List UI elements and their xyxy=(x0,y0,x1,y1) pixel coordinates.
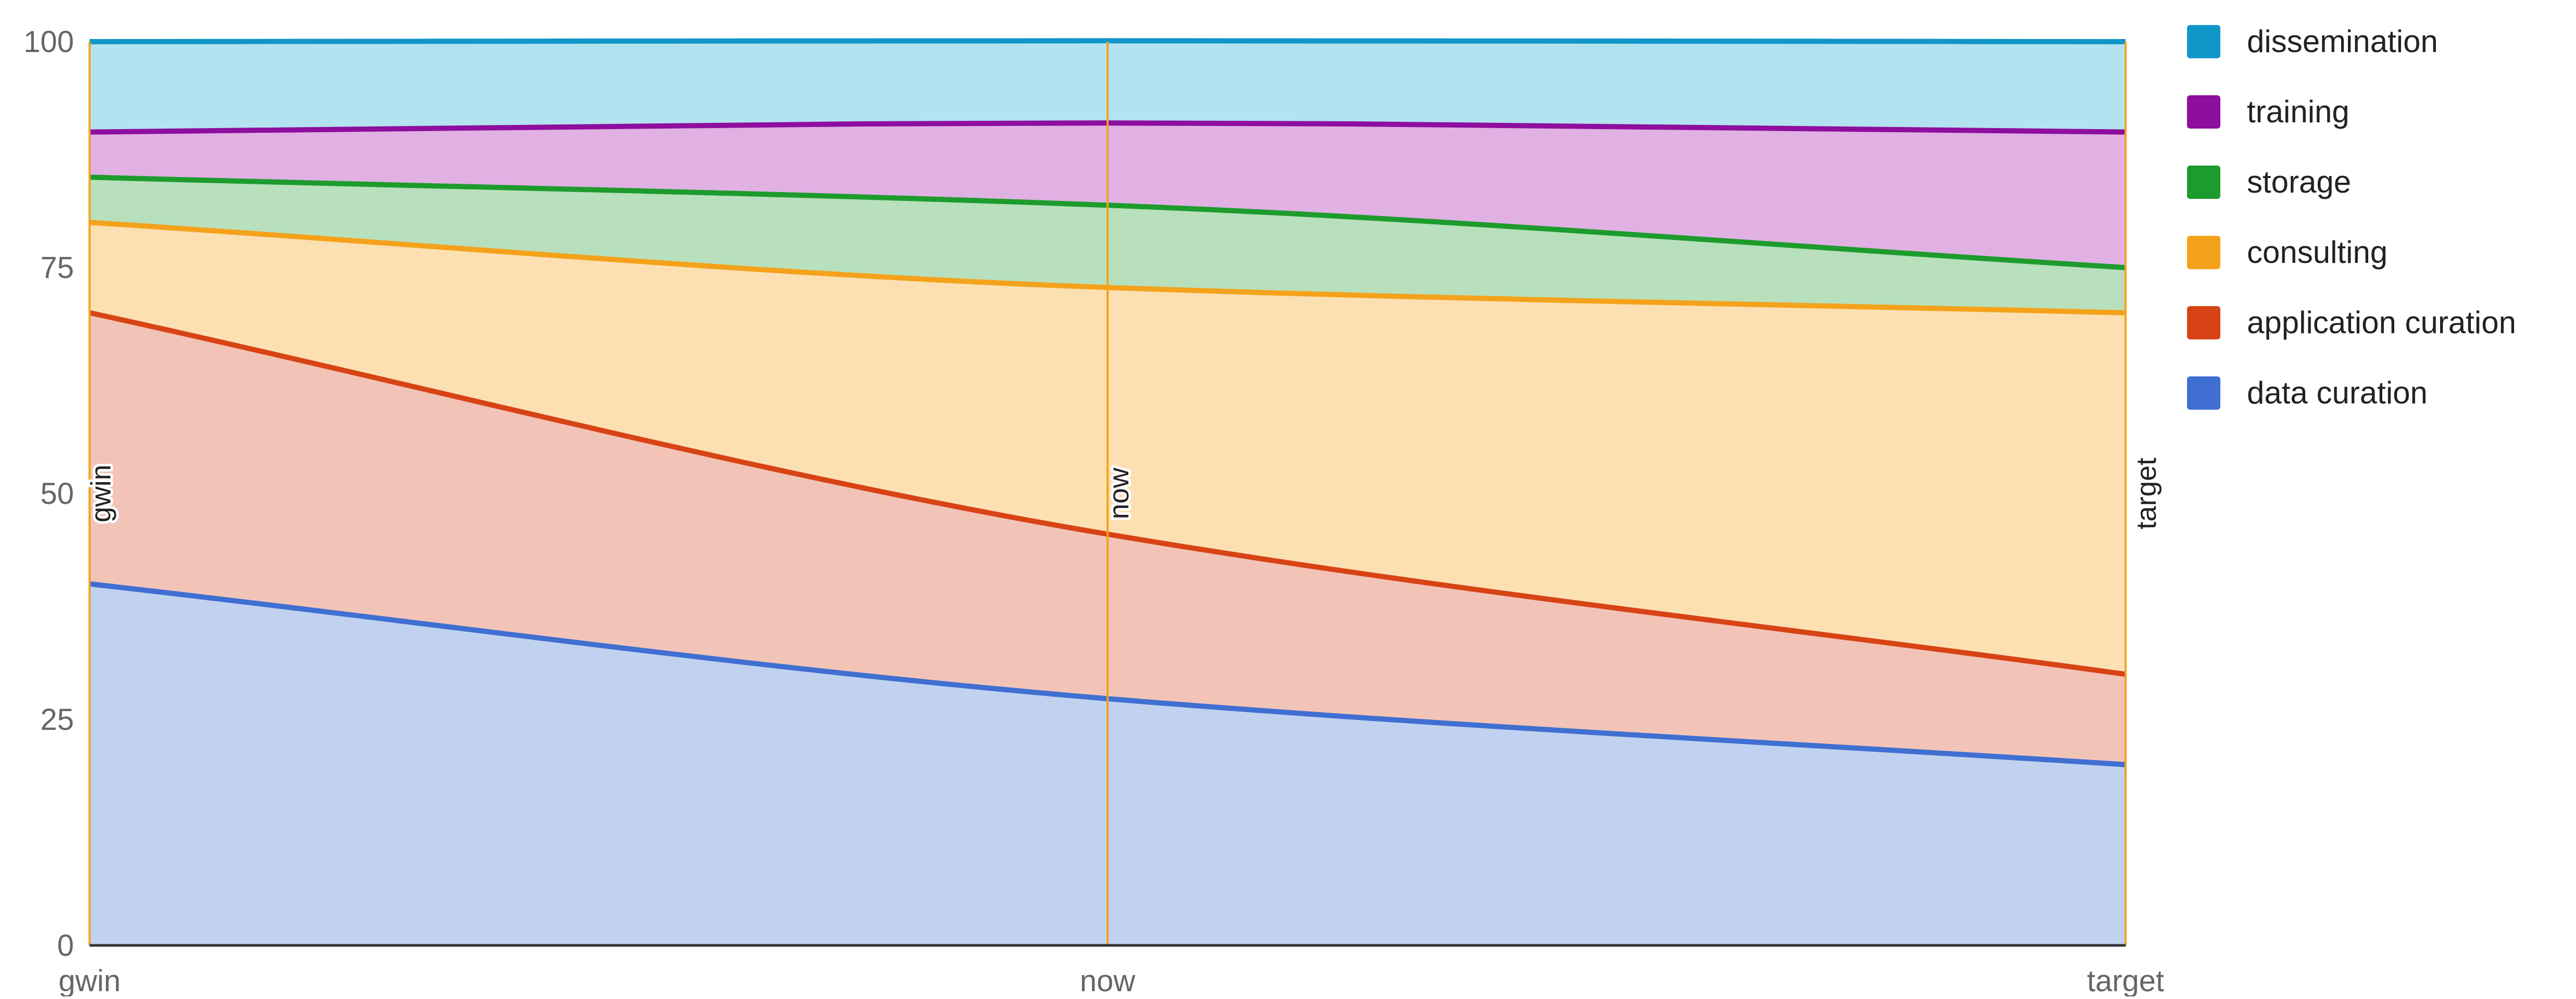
legend-swatch-application-curation xyxy=(2187,306,2220,339)
legend-swatch-dissemination xyxy=(2187,25,2220,58)
x-tick-labels: gwin now target xyxy=(58,964,2164,998)
legend-swatch-data-curation xyxy=(2187,376,2220,410)
x-tick-label-now: now xyxy=(1080,964,1136,996)
y-tick-label-25: 25 xyxy=(40,703,74,737)
legend-swatch-consulting xyxy=(2187,236,2220,269)
legend-swatch-storage xyxy=(2187,166,2220,199)
annotation-label-now: now xyxy=(1103,467,1135,519)
legend-label-training: training xyxy=(2247,94,2349,129)
legend: dissemination training storage consulting ap… xyxy=(2187,24,2516,410)
y-tick-labels: 0 25 50 75 100 xyxy=(23,25,74,963)
y-tick-label-75: 75 xyxy=(40,251,74,285)
annotation-label-gwin: gwin xyxy=(85,464,117,522)
x-tick-label-gwin: gwin xyxy=(58,964,120,996)
legend-swatch-training xyxy=(2187,95,2220,129)
y-tick-label-50: 50 xyxy=(40,477,74,511)
annotation-label-target: target xyxy=(2131,458,2162,529)
legend-label-storage: storage xyxy=(2247,165,2351,199)
legend-label-dissemination: dissemination xyxy=(2247,24,2438,59)
x-tick-label-target: target xyxy=(2087,964,2164,996)
y-tick-label-100: 100 xyxy=(23,25,74,59)
legend-label-application-curation: application curation xyxy=(2247,305,2516,340)
legend-label-consulting: consulting xyxy=(2247,235,2387,270)
y-tick-label-0: 0 xyxy=(57,929,74,963)
legend-label-data-curation: data curation xyxy=(2247,375,2428,410)
annotation-lines: gwin now target xyxy=(83,42,2165,945)
line-dissemination xyxy=(89,38,2126,44)
